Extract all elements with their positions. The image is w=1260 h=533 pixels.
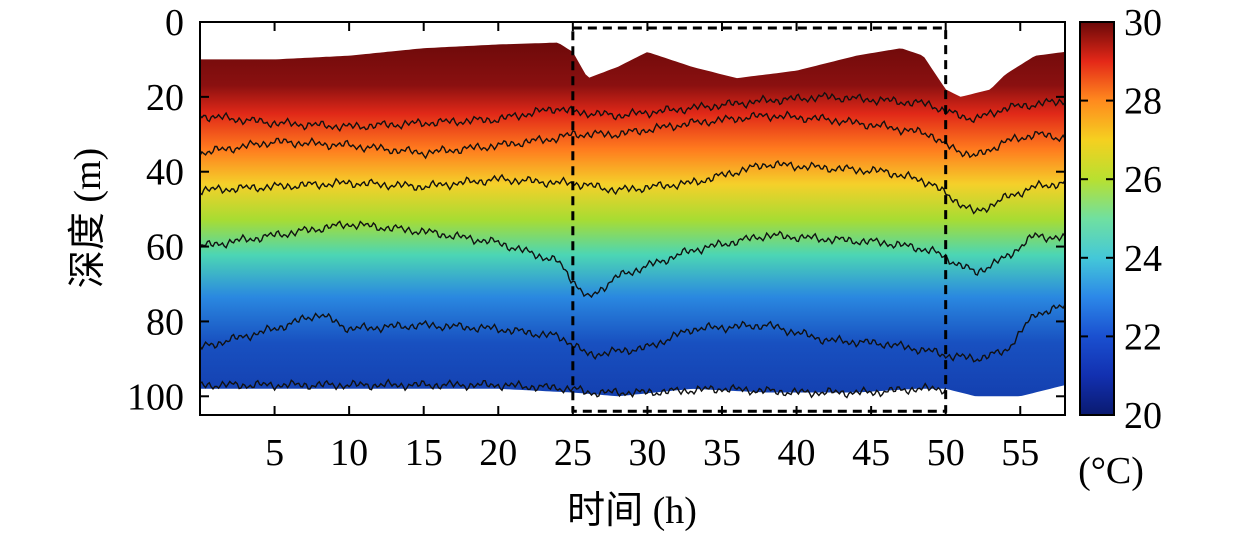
y-tick-label: 100: [127, 376, 184, 418]
x-tick-label: 15: [405, 432, 443, 474]
y-axis: 0 20 40 60 80 100: [127, 2, 1065, 418]
x-tick-label: 45: [852, 432, 890, 474]
x-tick-label: 25: [554, 432, 592, 474]
y-tick-label: 60: [146, 227, 184, 269]
x-tick-label: 10: [330, 432, 368, 474]
x-tick-label: 55: [1001, 432, 1039, 474]
colorbar-tick-label: 28: [1124, 81, 1162, 123]
y-tick-label: 0: [165, 2, 184, 44]
temperature-field: [200, 42, 1065, 397]
x-tick-label: 40: [778, 432, 816, 474]
colorbar-label: (°C): [1078, 450, 1144, 492]
x-tick-label: 5: [265, 432, 284, 474]
colorbar-tick-label: 20: [1124, 395, 1162, 437]
y-axis-label: 深度 (m): [67, 148, 109, 288]
colorbar-ticks: 20 22 24 26 28 30: [1080, 2, 1162, 437]
x-tick-label: 50: [927, 432, 965, 474]
colorbar-tick-label: 22: [1124, 316, 1162, 358]
y-tick-label: 40: [146, 152, 184, 194]
plot-area: [200, 42, 1065, 399]
isotherm-line: [200, 160, 1065, 215]
colorbar: 20 22 24 26 28 30 (°C): [1078, 2, 1162, 492]
isotherm-line: [200, 110, 1065, 160]
y-tick-label: 80: [146, 301, 184, 343]
x-tick-label: 35: [703, 432, 741, 474]
colorbar-tick-label: 24: [1124, 238, 1162, 280]
isotherm-line: [200, 91, 1065, 132]
plot-frame: [199, 21, 1066, 416]
colorbar-scale: [1079, 21, 1115, 416]
isotherm-line: [200, 220, 1065, 299]
colorbar-tick-label: 26: [1124, 159, 1162, 201]
y-tick-label: 20: [146, 77, 184, 119]
isotherm-line: [200, 304, 1065, 363]
colorbar-tick-label: 30: [1124, 2, 1162, 44]
x-axis: 5 10 15 20 25 30 35 40 45 50 55: [265, 22, 1039, 474]
x-axis-label: 时间 (h): [567, 490, 697, 532]
x-tick-label: 20: [479, 432, 517, 474]
highlight-box: [571, 26, 948, 413]
isotherm-line: [200, 378, 947, 399]
x-tick-label: 30: [628, 432, 666, 474]
isotherm-group: [200, 91, 1065, 399]
